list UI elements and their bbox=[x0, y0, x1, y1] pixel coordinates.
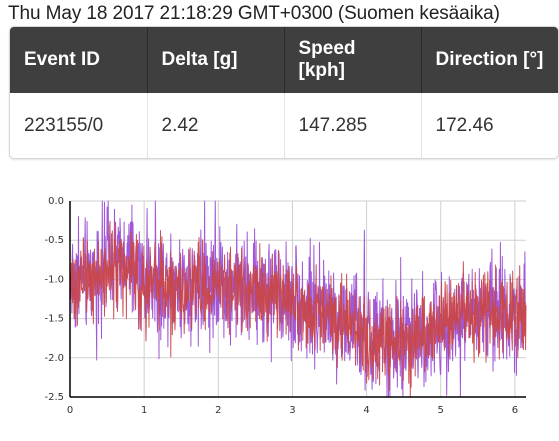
y-tick-label: -2.0 bbox=[44, 353, 64, 364]
x-tick-label: 4 bbox=[363, 405, 369, 416]
event-summary-table: Event ID Delta [g] Speed [kph] Direction… bbox=[9, 26, 559, 159]
cell-delta: 2.42 bbox=[147, 93, 285, 158]
event-timestamp: Thu May 18 2017 21:18:29 GMT+0300 (Suome… bbox=[8, 3, 500, 24]
x-tick-label: 0 bbox=[67, 405, 73, 416]
x-tick-label: 6 bbox=[512, 405, 518, 416]
header-speed: Speed [kph] bbox=[284, 27, 422, 93]
cell-direction: 172.46 bbox=[435, 114, 494, 136]
cell-event-id: 223155/0 bbox=[10, 93, 148, 158]
header-event-id: Event ID bbox=[10, 27, 148, 93]
x-tick-label: 5 bbox=[438, 405, 444, 416]
table-row: 223155/0 2.42 147.285 172.46 bbox=[10, 93, 558, 158]
series-line-2 bbox=[69, 220, 527, 398]
y-tick-label: -0.5 bbox=[44, 235, 64, 246]
x-tick-label: 2 bbox=[215, 405, 221, 416]
y-tick-label: -2.5 bbox=[44, 392, 64, 403]
header-direction: Direction [°] bbox=[421, 27, 558, 93]
y-tick-label: 0.0 bbox=[48, 196, 64, 207]
x-tick-label: 1 bbox=[141, 405, 147, 416]
acceleration-chart: 0 1 2 3 4 5 6 0.0 -0.5 -1.0 -1.5 -2.0 -2.5 bbox=[44, 196, 527, 416]
header-delta: Delta [g] bbox=[147, 27, 285, 93]
y-tick-label: -1.0 bbox=[44, 274, 64, 285]
x-tick-label: 3 bbox=[289, 405, 295, 416]
table-header-row: Event ID Delta [g] Speed [kph] Direction… bbox=[10, 27, 558, 93]
cell-speed: 147.285 bbox=[284, 93, 422, 158]
y-tick-label: -1.5 bbox=[44, 314, 64, 325]
